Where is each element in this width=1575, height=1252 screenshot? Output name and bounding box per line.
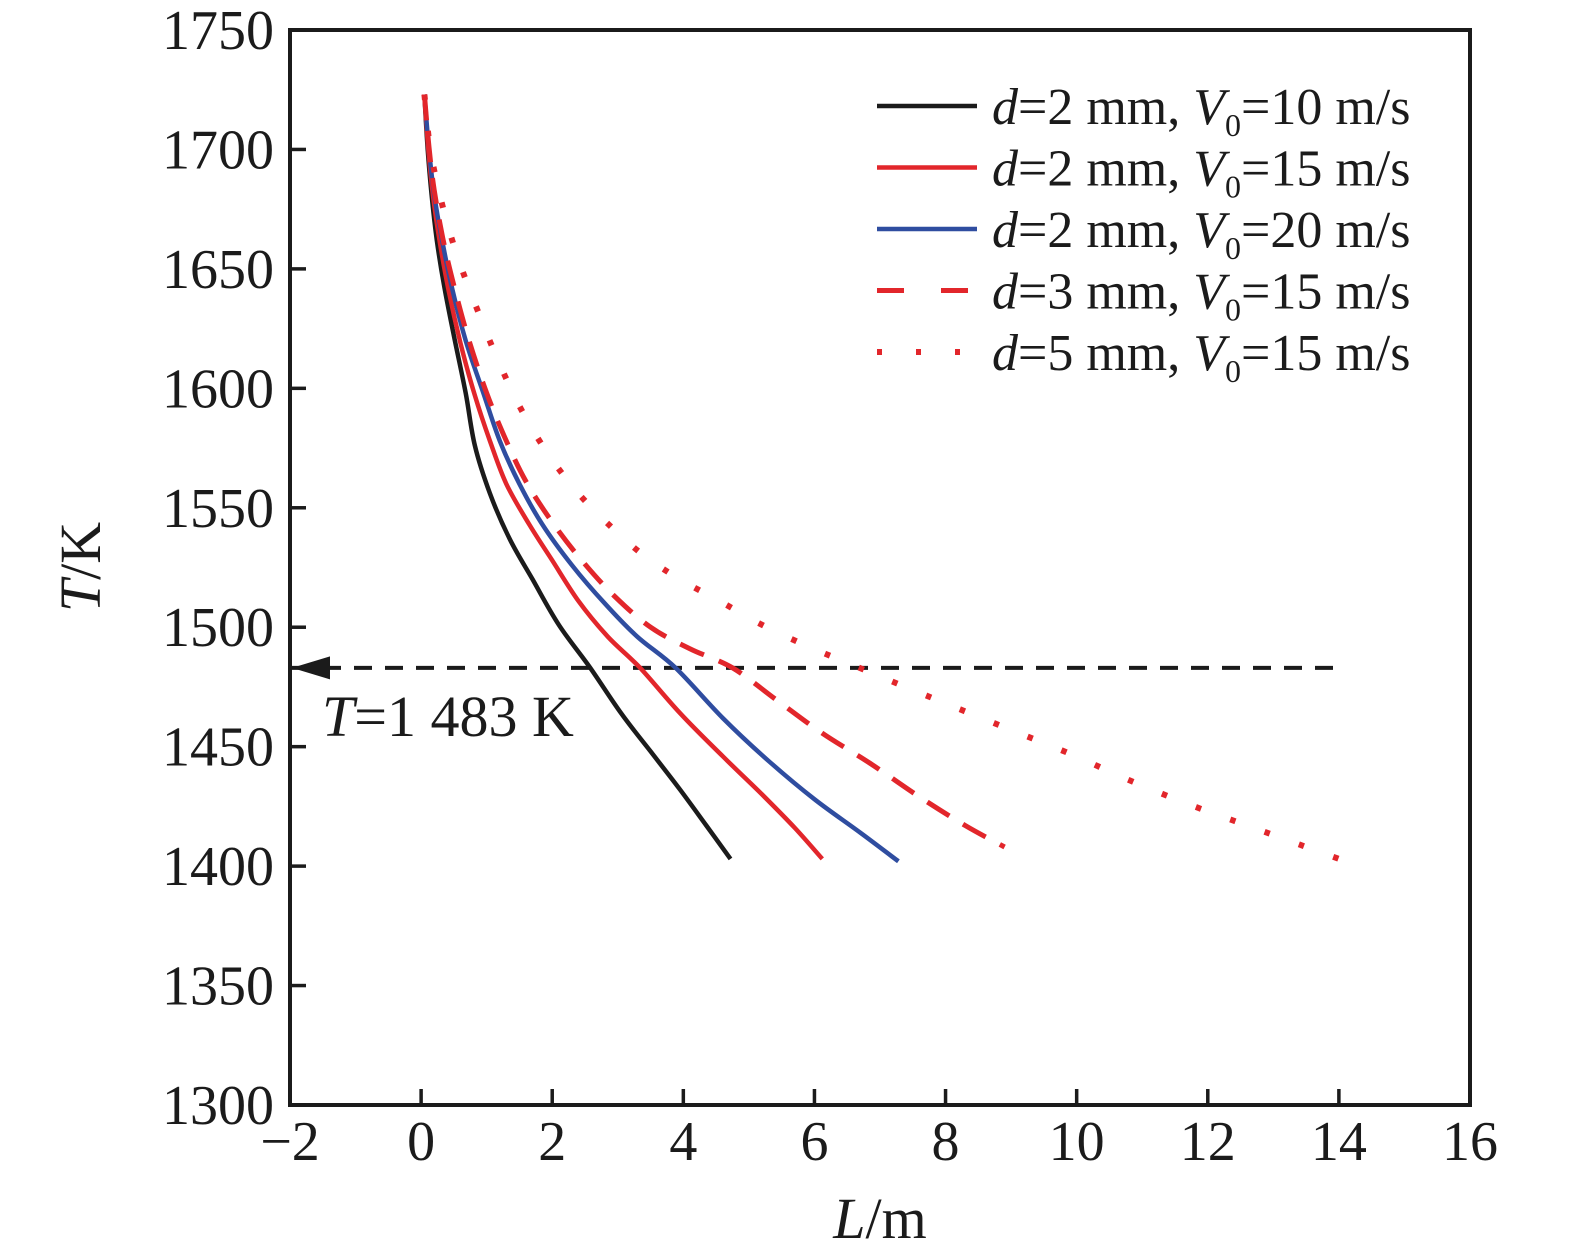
x-tick-label: 14 xyxy=(1311,1111,1367,1173)
legend-label: d=2 mm, V0=20 m/s xyxy=(992,202,1410,266)
annotation-arrow-left-icon xyxy=(292,656,330,680)
y-tick-label: 1450 xyxy=(162,717,274,779)
x-tick-label: 10 xyxy=(1049,1111,1105,1173)
x-tick-label: 2 xyxy=(538,1111,566,1173)
legend-label: d=2 mm, V0=15 m/s xyxy=(992,141,1410,205)
y-tick-label: 1300 xyxy=(162,1075,274,1137)
y-tick-label: 1600 xyxy=(162,358,274,420)
legend-label: d=3 mm, V0=15 m/s xyxy=(992,264,1410,328)
x-tick-label: 8 xyxy=(932,1111,960,1173)
annotation-label: T=1 483 K xyxy=(322,684,574,749)
series-group xyxy=(421,94,1354,867)
legend-item-4: d=5 mm, V0=15 m/s xyxy=(877,325,1410,389)
series-line-1 xyxy=(422,94,824,861)
x-tick-label: 4 xyxy=(669,1111,697,1173)
legend-item-3: d=3 mm, V0=15 m/s xyxy=(877,264,1410,328)
y-axis: 1300 1350 1400 1450 1500 1550 1600 1650 1700 1750 xyxy=(162,0,306,1137)
x-axis-label: L/m xyxy=(832,1186,927,1251)
x-tick-label: 6 xyxy=(800,1111,828,1173)
y-tick-label: 1550 xyxy=(162,478,274,540)
x-tick-label: 16 xyxy=(1442,1111,1498,1173)
legend-label: d=5 mm, V0=15 m/s xyxy=(992,325,1410,389)
legend-label: d=2 mm, V0=10 m/s xyxy=(992,79,1410,143)
annotation-1483K: T=1 483 K xyxy=(292,656,1343,749)
legend-item-2: d=2 mm, V0=20 m/s xyxy=(877,202,1410,266)
y-tick-label: 1350 xyxy=(162,956,274,1018)
x-tick-label: 12 xyxy=(1180,1111,1236,1173)
y-axis-label: T/K xyxy=(48,522,113,612)
y-tick-label: 1650 xyxy=(162,239,274,301)
series-line-4 xyxy=(421,94,1354,867)
legend-item-0: d=2 mm, V0=10 m/s xyxy=(877,79,1410,143)
series-line-0 xyxy=(422,94,733,861)
y-tick-label: 1700 xyxy=(162,119,274,181)
legend-item-1: d=2 mm, V0=15 m/s xyxy=(877,141,1410,205)
y-tick-label: 1400 xyxy=(162,836,274,898)
legend: d=2 mm, V0=10 m/sd=2 mm, V0=15 m/sd=2 mm… xyxy=(877,79,1410,389)
x-tick-label: −2 xyxy=(260,1111,320,1173)
x-axis: −2 0 2 4 6 8 10 12 14 16 xyxy=(260,1089,1498,1173)
x-tick-label: 0 xyxy=(407,1111,435,1173)
plot-frame xyxy=(288,28,1472,1107)
y-tick-label: 1500 xyxy=(162,597,274,659)
y-tick-label: 1750 xyxy=(162,0,274,62)
